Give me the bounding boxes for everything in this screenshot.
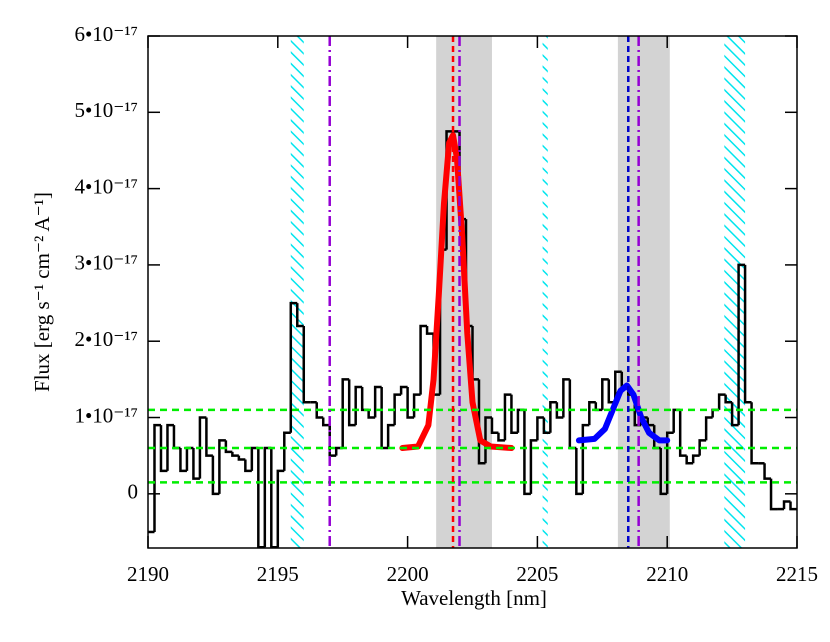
histogram-step [523,409,531,496]
histogram-step [283,431,291,471]
x-tick-label: 2195 [257,562,299,586]
histogram-step [588,401,596,426]
plot-area [148,36,797,548]
histogram-step [412,393,421,418]
histogram-step [685,455,694,465]
histogram-step [614,370,622,403]
histogram-step [529,439,538,494]
hatched-band [290,36,304,548]
histogram-step [724,394,733,404]
y-axis-title: Flux [erg s⁻¹ cm⁻² A⁻¹] [30,192,54,392]
histogram-step [172,425,181,450]
histogram-step [192,448,200,480]
histogram-step [575,448,583,496]
histogram-step [763,463,772,480]
histogram-step [257,448,265,548]
histogram-step [503,393,512,441]
histogram-step [704,416,713,441]
histogram-step [211,455,220,496]
histogram-step [769,478,778,511]
histogram-step [581,423,590,494]
histogram-step [159,425,168,473]
histogram-step [698,439,707,456]
histogram-step [497,432,505,442]
y-tick-label: 1•10⁻¹⁷ [74,403,138,427]
histogram-step [321,417,330,427]
histogram-step [425,325,434,335]
histogram-step [347,379,356,427]
y-tick-label: 0 [128,480,139,504]
y-tick-label: 4•10⁻¹⁷ [74,174,138,198]
histogram-step [399,385,408,395]
histogram-step [224,440,233,454]
histogram-step [510,394,518,435]
histogram-step [244,459,252,473]
histogram-step [743,264,752,404]
histogram-step [490,417,499,435]
axes: 2190 2195 2200 2205 2210 2215 0 1•10⁻¹⁷ 2•10⁻¹⁷ 3… [74,22,818,586]
histogram-step [717,393,726,410]
histogram-step [665,431,674,494]
shaded-band [617,36,670,548]
histogram-step [386,423,395,449]
histogram-step [477,379,486,465]
histogram-step [601,378,609,410]
y-tick-label: 5•10⁻¹⁷ [74,98,138,122]
histogram-step [296,303,304,328]
fit-line [575,382,671,444]
histogram-step [315,402,324,419]
histogram-step [419,324,428,395]
histogram-step [750,402,759,465]
histogram-step [218,439,226,494]
histogram-step [276,469,285,548]
histogram-step [354,385,363,426]
histogram-step [367,409,376,419]
histogram-step [730,402,739,427]
x-tick-label: 2215 [776,562,818,586]
histogram-step [270,448,278,548]
histogram-step [153,423,161,532]
histogram-step [789,501,797,511]
histogram-step [166,423,174,471]
y-tick-label: 6•10⁻¹⁷ [74,22,138,46]
histogram-step [302,325,311,404]
y-tick-label: 3•10⁻¹⁷ [74,251,138,275]
histogram-step [179,448,187,473]
histogram-step [406,386,415,419]
histogram-step [782,500,791,510]
histogram-step [536,416,544,441]
histogram-step [568,379,577,450]
histogram-step [678,409,687,457]
histogram-step [555,402,564,419]
histogram-step [231,451,239,457]
x-tick-label: 2210 [646,562,688,586]
x-tick-label: 2200 [387,562,429,586]
hatched-band [724,36,746,548]
histogram-step [360,386,369,412]
hatched-band [542,36,548,548]
histogram-step [198,416,207,479]
plot-frame [147,35,798,549]
x-tick-label: 2190 [127,562,169,586]
histogram-step [549,401,557,433]
histogram-step [737,263,746,426]
histogram-step [237,455,246,461]
y-tick-label: 2•10⁻¹⁷ [74,327,138,351]
histogram-step [341,378,350,449]
x-axis-title: Wavelength [nm] [401,586,547,610]
histogram-step [393,393,402,426]
histogram-step [373,385,382,418]
histogram-step [289,301,298,433]
x-tick-label: 2205 [516,562,558,586]
histogram-step [659,448,668,496]
histogram-step [542,417,551,435]
histogram-step [205,417,213,457]
histogram-step [691,454,700,464]
histogram-step [328,425,337,457]
histogram-step [562,378,570,418]
